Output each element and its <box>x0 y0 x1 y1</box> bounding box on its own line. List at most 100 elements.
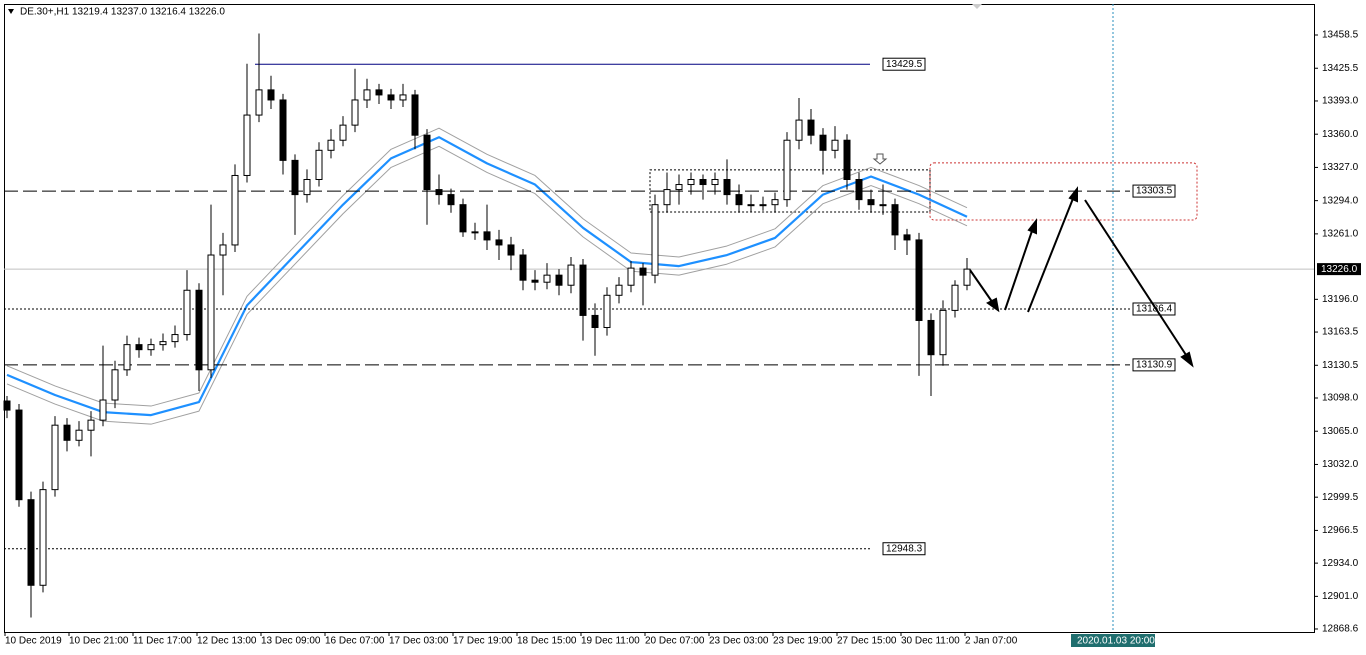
candle-body <box>771 199 779 206</box>
candle-body <box>579 264 587 316</box>
candle-body <box>279 99 287 161</box>
candle-body <box>699 179 707 186</box>
candle-body <box>27 499 35 586</box>
candle-body <box>327 139 335 151</box>
candle-body <box>399 94 407 101</box>
y-tick-label: 12966.5 <box>1322 525 1359 536</box>
y-tick-label: 13458.5 <box>1322 30 1359 41</box>
candle-body <box>63 424 71 441</box>
candle-body <box>243 114 251 176</box>
candle-body <box>759 204 767 207</box>
y-tick-label: 12901.0 <box>1322 591 1359 602</box>
candle-body <box>435 189 443 196</box>
candle-body <box>567 264 575 286</box>
ma-lower-band <box>6 145 968 425</box>
price-level-box <box>1132 358 1176 372</box>
candle-body <box>651 204 659 276</box>
candle-body <box>891 204 899 236</box>
candle-body <box>315 149 323 181</box>
menu-triangle[interactable] <box>8 9 14 14</box>
candle-body <box>411 94 419 136</box>
y-tick-label: 13130.5 <box>1322 360 1359 371</box>
candle-body <box>615 284 623 296</box>
y-tick-label: 13163.5 <box>1322 327 1359 338</box>
y-tick-label: 13065.0 <box>1322 426 1359 437</box>
candle-body <box>927 319 935 356</box>
candle-body <box>447 194 455 206</box>
moving-average <box>6 136 968 417</box>
price-level-box <box>882 542 926 556</box>
candle-body <box>663 189 671 206</box>
candle-body <box>915 239 923 321</box>
arrow-head <box>1068 186 1078 203</box>
candle-body <box>75 429 83 441</box>
price-level-label: 13303.5 <box>1136 186 1173 197</box>
x-tick-label: 19 Dec 11:00 <box>581 636 640 647</box>
y-tick-label: 13360.0 <box>1322 129 1359 140</box>
candle-body <box>291 159 299 196</box>
ma-upper-band <box>6 127 968 407</box>
x-tick-label: 23 Dec 03:00 <box>709 636 769 647</box>
candle-body <box>783 139 791 201</box>
x-tick-label: 18 Dec 15:00 <box>517 636 577 647</box>
candle-body <box>423 134 431 191</box>
candle-body <box>543 274 551 283</box>
y-tick-label: 13327.0 <box>1322 162 1359 173</box>
y-tick-label: 12999.5 <box>1322 492 1359 503</box>
candle-body <box>459 204 467 233</box>
arrow <box>1084 199 1189 359</box>
x-tick-label: 13 Dec 09:00 <box>261 636 321 647</box>
y-tick-label: 13393.0 <box>1322 96 1359 107</box>
candle-body <box>375 89 383 96</box>
price-level-label: 13130.9 <box>1136 360 1173 371</box>
candle-body <box>903 234 911 241</box>
candle-body <box>3 400 11 411</box>
y-tick-label: 13196.0 <box>1322 294 1359 305</box>
candle-body <box>159 341 167 346</box>
x-tick-label: 2 Jan 07:00 <box>965 636 1018 647</box>
candle-body <box>495 239 503 246</box>
candle-body <box>147 344 155 351</box>
candle-body <box>39 489 47 586</box>
y-tick-label: 13294.0 <box>1322 195 1359 206</box>
candle-body <box>795 119 803 141</box>
candle-body <box>831 139 839 151</box>
candle-body <box>183 289 191 336</box>
candle-body <box>639 267 647 276</box>
candle-body <box>483 231 491 241</box>
arrow <box>1004 227 1034 311</box>
candle-body <box>603 294 611 329</box>
candle-body <box>555 274 563 286</box>
x-tick-label: 30 Dec 11:00 <box>901 636 960 647</box>
candle-body <box>939 309 947 356</box>
price-level-box <box>882 57 926 71</box>
candle-body <box>339 124 347 141</box>
candle-body <box>15 409 23 501</box>
candle-body <box>207 254 215 371</box>
time-marker-label: 2020.01.03 20:00 <box>1077 636 1155 647</box>
candle-body <box>951 284 959 311</box>
price-level-box <box>1132 302 1176 316</box>
candle-body <box>507 244 515 256</box>
y-tick-label: 12934.0 <box>1322 558 1359 569</box>
candle-body <box>123 344 131 371</box>
last-price-box <box>1317 263 1361 276</box>
candle-body <box>675 184 683 191</box>
x-tick-label: 20 Dec 07:00 <box>645 636 705 647</box>
candle-body <box>747 204 755 207</box>
x-tick-label: 16 Dec 07:00 <box>325 636 385 647</box>
arrow-head <box>1027 218 1037 235</box>
candle-body <box>687 179 695 186</box>
sell-signal-icon <box>872 153 888 165</box>
candle-body <box>627 267 635 286</box>
plot-frame <box>4 4 1315 633</box>
candle-body <box>99 399 107 421</box>
y-tick-label: 13098.0 <box>1322 393 1359 404</box>
candle-body <box>255 89 263 116</box>
x-tick-label: 10 Dec 21:00 <box>69 636 129 647</box>
x-tick-label: 12 Dec 13:00 <box>197 636 257 647</box>
arrow <box>969 269 996 307</box>
candle-body <box>267 89 275 101</box>
candle-body <box>723 179 731 196</box>
price-level-label: 12948.3 <box>886 543 923 554</box>
